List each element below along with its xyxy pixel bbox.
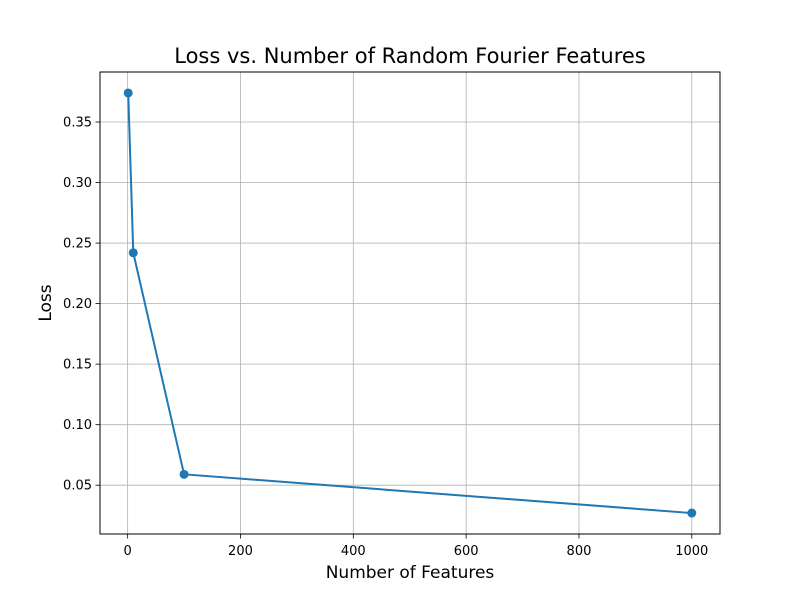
y-tick-label: 0.05: [63, 479, 92, 494]
data-point-marker: [687, 508, 697, 518]
data-point-marker: [128, 248, 138, 258]
series-layer: [123, 88, 697, 518]
grid-lines: [100, 72, 720, 534]
y-tick-label: 0.35: [63, 116, 92, 131]
series-line: [127, 92, 692, 515]
axis-ticks: 0 200 400 600 800 1000 0.05 0.10 0.15 0.20 0.25 0.3…: [63, 116, 708, 559]
data-point-marker: [123, 88, 133, 98]
x-tick-label: 0: [124, 544, 132, 559]
x-tick-label: 600: [454, 544, 479, 559]
y-tick-label: 0.20: [63, 297, 92, 312]
y-axis-label: Loss: [36, 284, 56, 321]
x-tick-label: 800: [567, 544, 592, 559]
y-tick-label: 0.25: [63, 237, 92, 252]
y-tick-label: 0.15: [63, 358, 92, 373]
chart-title: Loss vs. Number of Random Fourier Featur…: [174, 44, 646, 68]
y-tick-label: 0.30: [63, 176, 92, 191]
x-axis-label: Number of Features: [326, 563, 495, 583]
x-tick-label: 1000: [675, 544, 708, 559]
data-point-marker: [179, 469, 189, 479]
plot-area-frame: [99, 71, 721, 535]
y-tick-label: 0.10: [63, 418, 92, 433]
x-tick-label: 200: [228, 544, 253, 559]
x-tick-label: 400: [341, 544, 366, 559]
